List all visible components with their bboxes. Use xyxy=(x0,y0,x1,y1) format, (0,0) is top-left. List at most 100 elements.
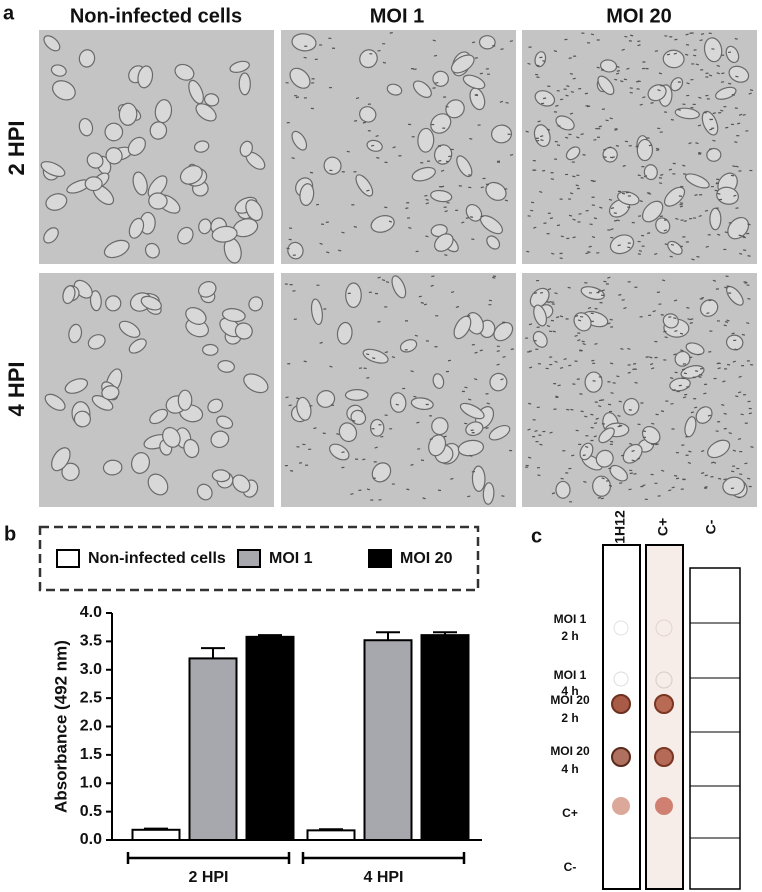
cell xyxy=(674,107,700,120)
bacterium xyxy=(587,307,592,310)
bacterium xyxy=(682,396,687,399)
blot-dot xyxy=(612,797,630,815)
bacterium xyxy=(685,33,689,36)
bacterium xyxy=(440,169,445,172)
cell xyxy=(336,321,353,345)
bacterium xyxy=(464,386,468,389)
y-tick-label: 3.5 xyxy=(80,633,102,650)
bacterium xyxy=(688,450,692,453)
cell xyxy=(391,275,407,299)
bacterium xyxy=(395,403,399,406)
bacterium xyxy=(723,412,727,415)
bacterium xyxy=(381,279,386,282)
bacterium xyxy=(362,121,366,124)
cell xyxy=(185,307,207,325)
y-tick-label: 2.5 xyxy=(80,689,102,706)
cell xyxy=(453,315,472,340)
bacterium xyxy=(579,349,583,352)
bacterium xyxy=(559,366,564,369)
cell xyxy=(202,343,219,356)
legend-label: MOI 1 xyxy=(269,550,313,567)
bacterium xyxy=(660,314,664,316)
bacterium xyxy=(593,422,598,425)
cell xyxy=(617,191,640,206)
bacterium xyxy=(734,37,738,40)
bacterium xyxy=(408,226,412,229)
bacterium xyxy=(372,357,376,360)
bacterium xyxy=(572,175,576,178)
cell xyxy=(411,166,436,182)
bacterium xyxy=(746,477,751,480)
bacterium xyxy=(592,180,596,183)
bacterium xyxy=(747,255,751,257)
y-tick-label: 2.0 xyxy=(80,718,102,735)
legend-swatch xyxy=(237,549,261,568)
cell xyxy=(534,51,547,68)
bacterium xyxy=(469,454,473,457)
y-tick-label: 1.0 xyxy=(80,774,102,791)
bacterium xyxy=(534,430,538,433)
bacterium xyxy=(341,451,345,454)
cell xyxy=(52,80,76,101)
bacterium xyxy=(712,112,716,115)
bacterium xyxy=(671,486,675,489)
bacterium xyxy=(569,112,574,115)
bacterium xyxy=(722,380,726,383)
bacterium xyxy=(413,395,417,398)
bacterium xyxy=(353,120,358,122)
bacterium xyxy=(749,89,754,92)
bacterium xyxy=(593,217,598,220)
cell xyxy=(51,447,71,472)
cell xyxy=(102,459,123,476)
blot-dot xyxy=(611,747,631,767)
bacterium xyxy=(721,72,725,75)
blot-dot xyxy=(655,619,673,637)
cell xyxy=(174,63,195,81)
bacterium xyxy=(609,117,613,120)
bacterium xyxy=(296,397,300,400)
bacterium xyxy=(603,156,607,158)
bacterium xyxy=(732,449,737,452)
cell xyxy=(203,93,220,107)
bacterium xyxy=(444,210,448,213)
bacterium xyxy=(471,238,475,241)
bacterium xyxy=(723,478,727,481)
bacterium xyxy=(599,206,603,209)
bacterium xyxy=(569,192,574,195)
bacterium xyxy=(572,236,576,239)
bacterium xyxy=(594,342,598,345)
bacterium xyxy=(555,316,560,319)
blot-column: C- xyxy=(703,519,719,534)
cell xyxy=(216,415,234,429)
bacterium xyxy=(623,306,627,310)
bacterium xyxy=(551,492,556,495)
cell xyxy=(183,438,200,459)
legend-label: MOI 20 xyxy=(400,550,453,567)
cell xyxy=(457,439,485,457)
bacterium xyxy=(611,156,615,159)
cell xyxy=(193,140,210,153)
x-tick-label: 4 HPI xyxy=(363,869,403,886)
cell xyxy=(291,33,317,52)
cell xyxy=(78,49,96,68)
bacterium xyxy=(649,356,653,359)
bacterium xyxy=(627,371,631,374)
bacterium xyxy=(474,57,478,59)
blot-row: 4 h xyxy=(561,762,578,776)
row-label: 2 HPI xyxy=(4,120,29,175)
bacterium xyxy=(610,207,615,210)
bacterium xyxy=(601,477,605,480)
bacterium xyxy=(588,245,592,248)
bacterium xyxy=(646,232,651,235)
bacterium xyxy=(614,128,618,131)
bacterium xyxy=(443,435,447,438)
bacterium xyxy=(680,349,684,352)
bacterium xyxy=(707,414,712,417)
cell xyxy=(599,59,618,73)
cell xyxy=(725,334,744,351)
bacterium xyxy=(549,431,553,434)
bacterium xyxy=(413,68,417,71)
bacterium xyxy=(582,343,586,346)
bacterium xyxy=(670,243,675,246)
